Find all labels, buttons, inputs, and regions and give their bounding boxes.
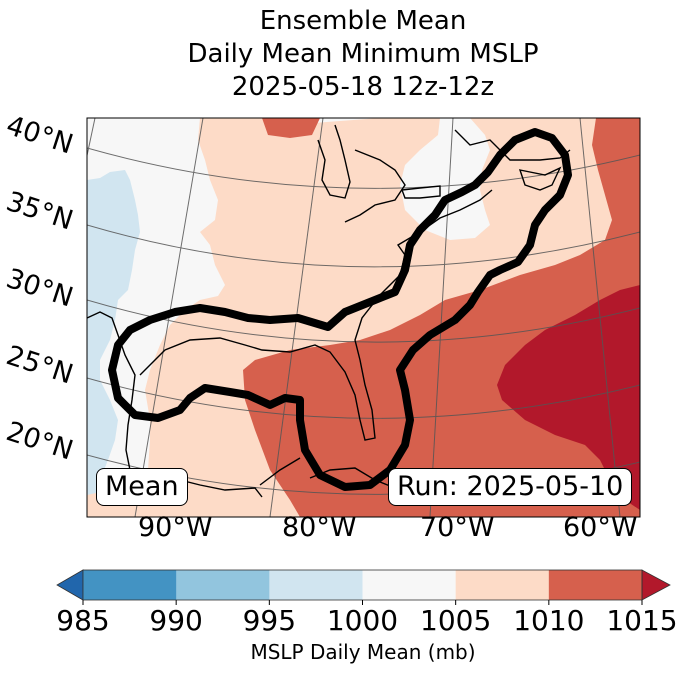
mean-annotation-box: Mean (96, 468, 188, 506)
colorbar-tick-label-990: 990 (149, 604, 203, 637)
title-line-1: Ensemble Mean (259, 6, 467, 36)
colorbar-segment-995-1000 (269, 570, 363, 600)
colorbar-segment-1000-1005 (362, 570, 457, 600)
colorbar-tick-label-1010: 1010 (513, 604, 585, 637)
colorbar-tick-label-1015: 1015 (606, 604, 678, 637)
colorbar-label: MSLP Daily Mean (mb) (250, 640, 476, 664)
colorbar-segment-985-990 (83, 570, 177, 600)
title-line-3: 2025-05-18 12z-12z (231, 72, 495, 102)
map-frame (86, 117, 641, 518)
colorbar-extend-under (56, 569, 84, 601)
field-over-1015 (497, 285, 640, 510)
colorbar-tick-label-995: 995 (242, 604, 297, 637)
colorbar-tick-label-1005: 1005 (420, 604, 492, 637)
title-line-2: Daily Mean Minimum MSLP (187, 39, 539, 69)
lon-label-70w: 70°W (420, 512, 495, 543)
field-995-1000-west (87, 170, 140, 517)
colorbar-tick-label-1000: 1000 (326, 604, 399, 637)
lon-label-90w: 90°W (138, 512, 213, 543)
colorbar-extend-over (641, 569, 671, 601)
colorbar-tick-label-985: 985 (56, 604, 110, 637)
lon-label-60w: 60°W (563, 512, 638, 543)
colorbar-segment-990-995 (176, 570, 270, 600)
coastlines (87, 124, 571, 501)
mslp-contour-outline (108, 128, 572, 491)
run-date-annotation-box: Run: 2025-05-10 (388, 468, 633, 506)
lon-label-80w: 80°W (282, 512, 357, 543)
colorbar-segment-1010-1015 (548, 570, 643, 600)
mslp-field (87, 118, 640, 517)
colorbar-segment-1005-1010 (455, 570, 550, 600)
